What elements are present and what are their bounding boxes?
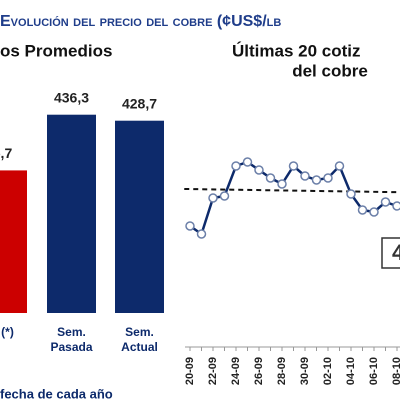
point [369,207,379,217]
x-tick-label: 30-09 [299,357,311,385]
annotation: 4 [392,240,400,265]
point [231,161,241,171]
point [185,221,195,231]
point [242,157,253,167]
point [357,205,368,215]
point [392,201,400,211]
x-tick-label: 06-10 [368,357,380,385]
x-tick-label: 20-09 [184,357,196,385]
category-label: Actual [121,340,158,354]
x-tick-label: 24-09 [230,357,242,385]
point [265,173,276,183]
point [346,189,356,199]
value-label: 5,7 [0,145,12,161]
point [334,161,345,171]
bar [0,170,27,313]
point [219,191,230,201]
bar [115,120,164,313]
category-label: 4 (*) [0,325,14,339]
subtitle: os Promedios [0,41,112,60]
point [323,173,333,183]
point [288,161,299,171]
annotation-box [381,237,400,269]
x-tick-label: 26-09 [253,357,265,385]
subtitle: Últimas 20 cotiz [232,41,361,60]
trend-line [184,187,400,194]
point [311,175,322,185]
x-tick-label: 02-10 [322,357,334,385]
footnote: fecha de cada año [0,386,113,401]
category-label: Pasada [50,340,92,354]
point [254,165,264,175]
point [380,197,391,207]
subtitle: del cobre [292,61,368,80]
category-label: Sem. [57,325,86,339]
point [277,179,287,189]
point [300,171,310,181]
x-tick-label: 08-10 [391,357,400,385]
bar [47,114,96,314]
value-label: 428,7 [122,95,157,111]
value-label: 436,3 [54,89,89,105]
x-tick-label: 04-10 [345,357,357,385]
category-label: Sem. [125,325,154,339]
title: Evolución del precio del cobre (¢US$/lb [0,13,281,30]
point [208,193,218,203]
point [196,229,207,239]
x-tick-label: 22-09 [207,357,219,385]
x-tick-label: 28-09 [276,357,288,385]
